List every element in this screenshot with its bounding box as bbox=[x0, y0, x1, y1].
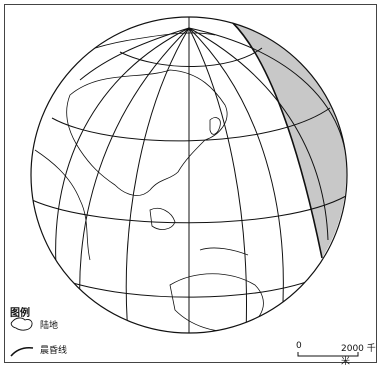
land-outline bbox=[209, 117, 221, 135]
land-outline-icon bbox=[10, 317, 33, 331]
parallel-line bbox=[51, 107, 331, 142]
meridian-line bbox=[188, 27, 247, 333]
legend-title: 图例 bbox=[10, 308, 30, 319]
parallel-line bbox=[49, 271, 331, 298]
meridian-line bbox=[188, 27, 346, 151]
meridian-line bbox=[125, 27, 190, 333]
terminator-line-icon bbox=[10, 346, 34, 357]
meridian-line bbox=[79, 27, 190, 81]
terminator-line bbox=[231, 21, 323, 259]
meridian-line bbox=[188, 27, 284, 321]
legend-item-terminator: 晨昏线 bbox=[10, 343, 67, 356]
night-shading bbox=[232, 22, 347, 258]
meridian-line bbox=[188, 27, 329, 241]
land-outline bbox=[149, 207, 176, 230]
scale-zero-label: 0 bbox=[296, 341, 302, 351]
land-outline bbox=[66, 69, 228, 196]
parallel-line bbox=[119, 47, 263, 68]
legend-label-terminator: 晨昏线 bbox=[40, 346, 68, 356]
land-outline bbox=[169, 273, 264, 332]
meridian-line bbox=[79, 27, 190, 333]
parallel-line bbox=[31, 195, 347, 224]
scale-distance-label: 2000 千米 bbox=[341, 344, 376, 367]
meridian-line bbox=[55, 27, 190, 291]
legend-item-land: 陆地 bbox=[10, 318, 58, 331]
land-outline bbox=[199, 247, 249, 256]
scale-bar bbox=[297, 352, 359, 357]
legend-label-land: 陆地 bbox=[40, 321, 59, 331]
globe-outline bbox=[30, 16, 348, 334]
land-outline bbox=[34, 149, 91, 261]
